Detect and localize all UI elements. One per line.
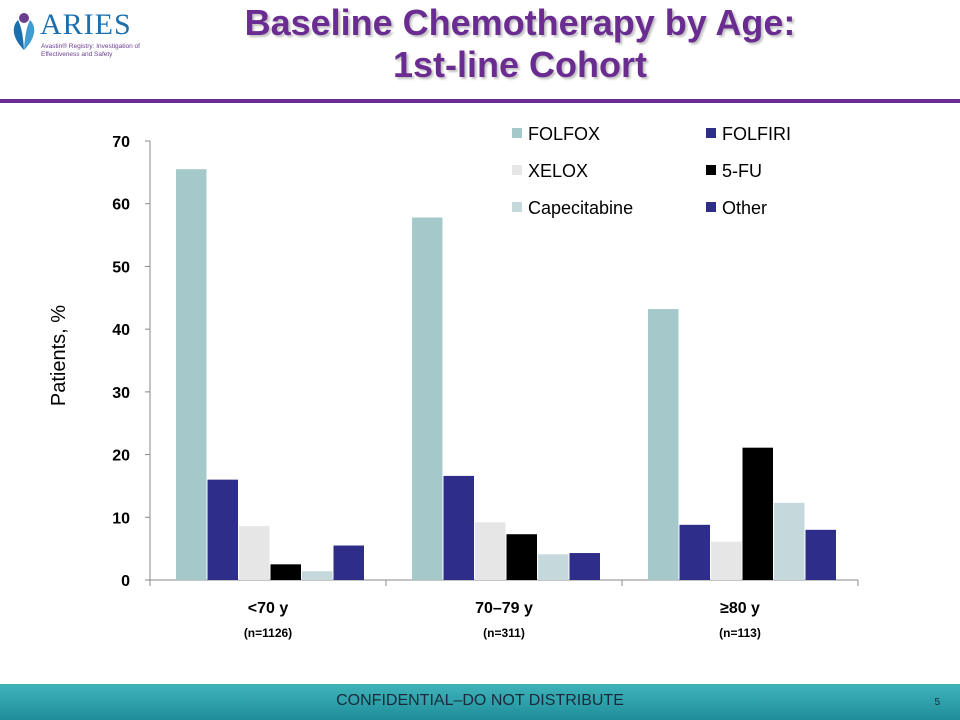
bar-chart: 0 10 20 30 40 50 60 70 Patients, % <70 y (n=1126) 7… (48, 124, 859, 640)
bar-other (805, 529, 836, 580)
confidential-notice: CONFIDENTIAL–DO NOT DISTRIBUTE (336, 692, 624, 709)
bar-folfiri (207, 479, 238, 580)
bar-folfiri (679, 524, 710, 580)
bar-folfiri (443, 475, 474, 580)
x-category-label: <70 y (248, 600, 289, 617)
legend-swatch (512, 165, 522, 175)
bar-folfox (412, 217, 443, 581)
legend-label: FOLFOX (528, 124, 600, 144)
legend-label: FOLFIRI (722, 124, 791, 144)
footer-bar: CONFIDENTIAL–DO NOT DISTRIBUTE 5 (0, 684, 960, 720)
x-category-label: 70–79 y (475, 600, 533, 617)
legend-swatch (512, 128, 522, 138)
y-tick-label: 0 (121, 573, 130, 590)
aries-logo-icon (13, 13, 35, 50)
bar-folfox (648, 309, 679, 580)
bar-folfox (176, 169, 207, 580)
x-category-label: ≥80 y (720, 600, 760, 617)
bar-xelox (475, 522, 506, 580)
legend-label: Capecitabine (528, 198, 633, 218)
slide-title: Baseline Chemotherapy by Age: 1st-line C… (150, 2, 890, 86)
bar-5-fu (270, 564, 301, 580)
y-tick-label: 20 (112, 448, 130, 465)
slide-title-line-2: 1st-line Cohort (392, 44, 647, 85)
legend-swatch (706, 202, 716, 212)
logo-tagline: Avastin® Registry: Investigation of Effe… (41, 43, 140, 58)
x-category-note: (n=113) (719, 626, 761, 640)
bar-5-fu (506, 534, 537, 580)
legend-swatch (706, 165, 716, 175)
y-tick-label: 60 (112, 197, 130, 214)
bar-xelox (711, 541, 742, 580)
legend-swatch (512, 202, 522, 212)
y-tick-label: 30 (112, 385, 130, 402)
legend-swatch (706, 128, 716, 138)
page-number: 5 (934, 697, 940, 708)
logo-name: ARIES (40, 8, 132, 41)
bar-capecitabine (774, 502, 805, 580)
legend-label: XELOX (528, 161, 588, 181)
y-tick-label: 40 (112, 322, 130, 339)
legend-label: 5-FU (722, 161, 762, 181)
y-tick-label: 50 (112, 259, 130, 276)
bar-capecitabine (538, 554, 569, 580)
slide-title-line-1: Baseline Chemotherapy by Age: (244, 2, 796, 43)
title-divider (0, 99, 960, 103)
y-tick-label: 10 (112, 510, 130, 527)
bar-xelox (239, 526, 270, 580)
y-tick-label: 70 (112, 134, 130, 151)
x-category-note: (n=311) (483, 626, 525, 640)
y-axis-label: Patients, % (48, 305, 70, 406)
legend-label: Other (722, 198, 767, 218)
bar-capecitabine (302, 571, 333, 580)
bar-other (333, 545, 364, 580)
aries-logo: ARIES Avastin® Registry: Investigation o… (8, 8, 158, 68)
x-category-note: (n=1126) (244, 626, 292, 640)
bar-other (569, 553, 600, 580)
bar-5-fu (742, 447, 773, 580)
